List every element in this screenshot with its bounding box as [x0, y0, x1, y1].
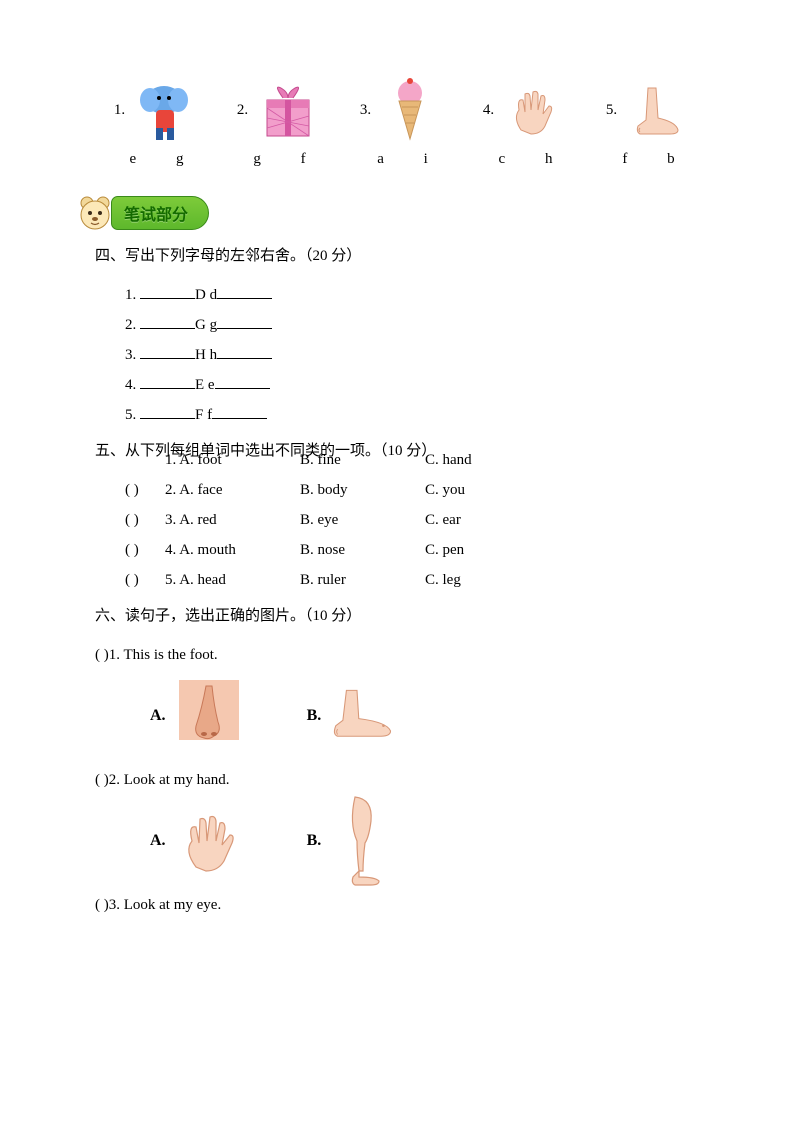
top-num-3: 3.: [360, 102, 371, 119]
top-num-1: 1.: [114, 102, 125, 119]
top-letters-5: f b: [587, 151, 710, 168]
q4-title: 四、写出下列字母的左邻右舍。（20 分）: [95, 243, 710, 270]
paren[interactable]: ( ): [125, 475, 165, 505]
q5-row-1b: 1. A. footB. fineC. hand: [125, 445, 710, 475]
paren[interactable]: ( ): [125, 535, 165, 565]
q4-item-1: 1. D d: [125, 280, 710, 310]
paren[interactable]: ( ): [125, 565, 165, 595]
blank[interactable]: [217, 284, 272, 299]
q5-body: 1. A. footB. fineC. hand ( )2. A. faceB.…: [95, 445, 710, 595]
nose-icon: [172, 678, 247, 753]
leg-icon: [327, 803, 402, 878]
q6-options-1: A. B.: [95, 678, 710, 753]
q6-body: ( )1. This is the foot. A. B.: [95, 640, 710, 920]
top-item-3: 3. a i: [341, 75, 464, 168]
blank[interactable]: [140, 284, 195, 299]
q5-row-3: ( )3. A. redB. eyeC. ear: [125, 505, 710, 535]
top-item-5: 5. f b: [587, 75, 710, 168]
blank[interactable]: [140, 374, 195, 389]
page: 1. e g: [0, 0, 800, 979]
elephant-icon: [129, 75, 199, 145]
q6-1-opt-a: A.: [150, 678, 247, 753]
blank[interactable]: [217, 344, 272, 359]
q5-row-5: ( )5. A. headB. rulerC. leg: [125, 565, 710, 595]
top-num-5: 5.: [606, 102, 617, 119]
top-image-row: 1. e g: [95, 75, 710, 168]
icecream-icon: [375, 75, 445, 145]
foot-icon: [621, 75, 691, 145]
q6-1-opt-b: B.: [307, 678, 403, 753]
top-item-1: 1. e g: [95, 75, 218, 168]
q6-line-1: ( )1. This is the foot.: [95, 640, 710, 670]
top-letters-3: a i: [341, 151, 464, 168]
q6-line-3: ( )3. Look at my eye.: [95, 890, 710, 920]
banner-text: 笔试部分: [111, 196, 209, 230]
hand-icon: [172, 803, 247, 878]
top-num-4: 4.: [483, 102, 494, 119]
bear-icon: [75, 193, 115, 233]
q6-2-opt-a: A.: [150, 803, 247, 878]
blank[interactable]: [212, 404, 267, 419]
blank[interactable]: [140, 314, 195, 329]
top-item-2: 2. g f: [218, 75, 341, 168]
top-letters-4: c h: [464, 151, 587, 168]
blank[interactable]: [140, 344, 195, 359]
blank[interactable]: [217, 314, 272, 329]
q4-item-3: 3. H h: [125, 340, 710, 370]
blank[interactable]: [140, 404, 195, 419]
foot-icon: [327, 678, 402, 753]
top-letters-1: e g: [95, 151, 218, 168]
top-num-2: 2.: [237, 102, 248, 119]
q4-body: 1. D d 2. G g 3. H h 4. E e 5. F f: [95, 280, 710, 430]
top-item-4: 4. c h: [464, 75, 587, 168]
q5-row-2: ( )2. A. faceB. bodyC. you: [125, 475, 710, 505]
top-letters-2: g f: [218, 151, 341, 168]
blank[interactable]: [215, 374, 270, 389]
hand-icon: [498, 75, 568, 145]
paren[interactable]: ( ): [125, 505, 165, 535]
q6-options-2: A. B.: [95, 803, 710, 878]
q5-row-4: ( )4. A. mouthB. noseC. pen: [125, 535, 710, 565]
q4-item-2: 2. G g: [125, 310, 710, 340]
q4-item-4: 4. E e: [125, 370, 710, 400]
q6-title: 六、读句子，选出正确的图片。（10 分）: [95, 603, 710, 630]
q6-line-2: ( )2. Look at my hand.: [95, 765, 710, 795]
q4-item-5: 5. F f: [125, 400, 710, 430]
section-banner: 笔试部分: [75, 193, 710, 233]
q6-2-opt-b: B.: [307, 803, 403, 878]
gift-icon: [252, 75, 322, 145]
